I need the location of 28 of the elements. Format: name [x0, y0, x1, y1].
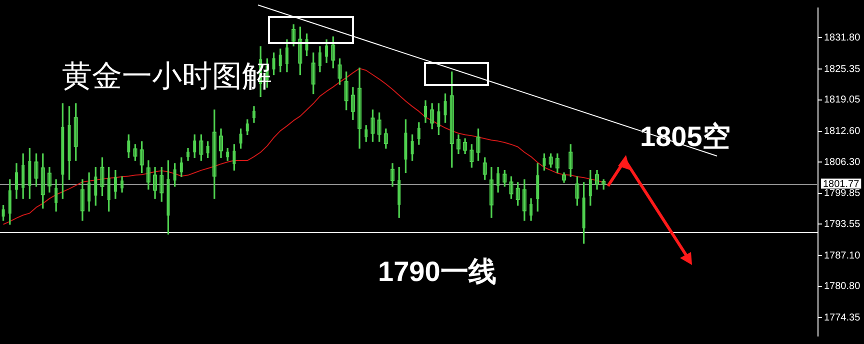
candlestick — [47, 167, 52, 193]
y-tick-label: 1774.35 — [824, 312, 861, 324]
candlestick — [555, 153, 560, 174]
y-tick-label: 1812.60 — [824, 126, 861, 138]
candlestick — [350, 87, 355, 120]
candlestick — [146, 160, 150, 190]
y-tick-label: 1825.35 — [824, 64, 861, 75]
candlestick — [456, 134, 460, 154]
candlestick — [292, 24, 296, 46]
candlestick — [358, 68, 362, 149]
candlestick — [489, 167, 494, 218]
candlestick — [80, 179, 84, 221]
ref-line-label: 1801.77 — [823, 178, 860, 190]
y-tick-label: 1787.10 — [824, 250, 861, 262]
annotation: 1790一线 — [378, 255, 496, 289]
candlestick — [390, 163, 395, 187]
y-tick-label: 1806.30 — [824, 156, 861, 168]
y-tick-label: 1780.80 — [824, 281, 861, 292]
candlestick — [218, 128, 223, 158]
y-tick-label: 1799.85 — [824, 188, 861, 200]
y-tick-label: 1793.55 — [824, 218, 861, 230]
candlestick — [595, 170, 600, 190]
y-tick-label: 1819.05 — [824, 94, 861, 106]
candlestick — [153, 167, 158, 199]
candlestick — [463, 138, 468, 154]
candlestick — [522, 179, 526, 221]
candlestick — [562, 172, 566, 183]
y-tick-label: 1831.80 — [824, 32, 861, 44]
